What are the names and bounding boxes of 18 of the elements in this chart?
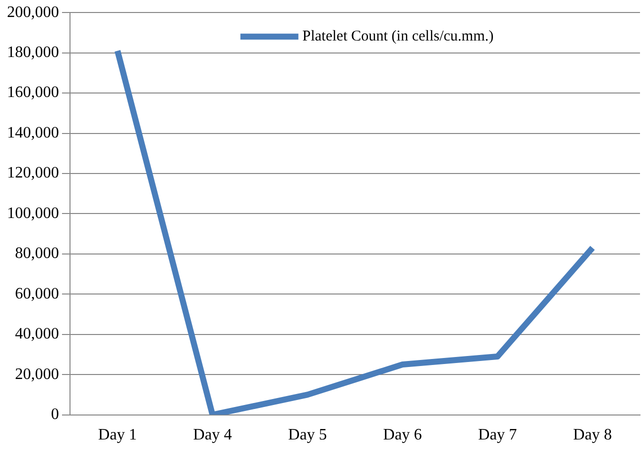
y-tick-label: 40,000 xyxy=(15,326,59,343)
y-tick-label: 180,000 xyxy=(7,44,59,62)
y-tick-label: 160,000 xyxy=(7,84,59,102)
y-tick-label: 200,000 xyxy=(7,4,59,21)
x-tick-label: Day 6 xyxy=(383,426,422,444)
x-tick-label: Day 4 xyxy=(193,426,232,444)
y-tick-label: 100,000 xyxy=(7,204,59,222)
x-tick-label: Day 7 xyxy=(478,426,517,444)
y-tick-label: 20,000 xyxy=(15,366,59,383)
y-tick-label: 120,000 xyxy=(7,164,59,182)
y-tick-label: 80,000 xyxy=(15,245,59,262)
legend-label: Platelet Count (in cells/cu.mm.) xyxy=(302,28,494,45)
y-tick-label: 60,000 xyxy=(15,285,59,302)
y-tick-label: 140,000 xyxy=(7,124,59,142)
x-tick-label: Day 1 xyxy=(98,426,137,444)
x-tick-label: Day 5 xyxy=(288,426,327,444)
x-tick-label: Day 8 xyxy=(573,426,612,444)
y-tick-label: 0 xyxy=(51,406,59,424)
